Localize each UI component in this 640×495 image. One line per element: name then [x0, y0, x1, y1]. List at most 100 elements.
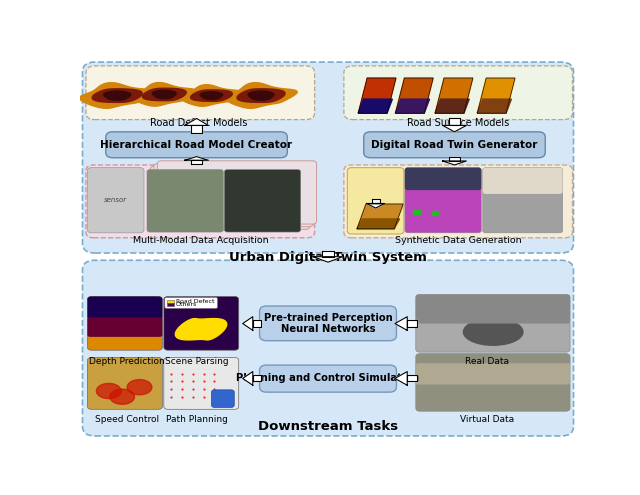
Text: sensor: sensor	[104, 198, 127, 203]
FancyBboxPatch shape	[106, 132, 287, 158]
Polygon shape	[395, 317, 407, 330]
Polygon shape	[372, 198, 380, 203]
FancyBboxPatch shape	[225, 170, 301, 232]
Polygon shape	[191, 90, 232, 101]
Text: Real Data: Real Data	[465, 357, 509, 366]
Polygon shape	[477, 99, 511, 113]
Polygon shape	[477, 78, 515, 113]
Text: Road Defect Models: Road Defect Models	[150, 118, 248, 128]
FancyBboxPatch shape	[88, 168, 144, 233]
Text: Depth Prediction: Depth Prediction	[89, 357, 165, 366]
FancyBboxPatch shape	[86, 165, 315, 238]
FancyBboxPatch shape	[344, 66, 573, 120]
FancyBboxPatch shape	[86, 66, 315, 120]
Polygon shape	[104, 91, 131, 100]
Polygon shape	[253, 375, 261, 382]
Polygon shape	[243, 372, 253, 385]
Text: Multi-Modal Data Acquisition: Multi-Modal Data Acquisition	[132, 236, 268, 245]
Text: Road Defect: Road Defect	[176, 298, 214, 303]
Polygon shape	[367, 203, 385, 208]
Polygon shape	[357, 219, 399, 229]
FancyBboxPatch shape	[405, 168, 481, 190]
FancyBboxPatch shape	[147, 170, 223, 232]
Polygon shape	[432, 211, 438, 215]
FancyBboxPatch shape	[260, 306, 396, 341]
Text: Scene Parsing: Scene Parsing	[164, 357, 228, 366]
Polygon shape	[175, 319, 227, 340]
Polygon shape	[200, 92, 223, 99]
Polygon shape	[443, 125, 467, 132]
FancyBboxPatch shape	[154, 163, 313, 227]
Polygon shape	[449, 118, 460, 125]
FancyBboxPatch shape	[483, 168, 563, 194]
FancyBboxPatch shape	[88, 297, 163, 350]
FancyBboxPatch shape	[416, 353, 570, 411]
FancyBboxPatch shape	[416, 295, 570, 324]
Text: Hierarchical Road Model Creator: Hierarchical Road Model Creator	[100, 140, 292, 150]
Polygon shape	[253, 320, 261, 327]
Polygon shape	[243, 317, 253, 330]
FancyBboxPatch shape	[157, 161, 317, 224]
FancyBboxPatch shape	[483, 168, 563, 233]
Text: Pre-trained Perception
Neural Networks: Pre-trained Perception Neural Networks	[264, 313, 392, 334]
Text: Downstream Tasks: Downstream Tasks	[258, 420, 398, 433]
Text: Planning and Control Simulation: Planning and Control Simulation	[236, 373, 420, 384]
Text: Digital Road Twin Generator: Digital Road Twin Generator	[371, 140, 538, 150]
Text: Others: Others	[176, 302, 197, 307]
Text: Road Surface Models: Road Surface Models	[407, 118, 509, 128]
FancyBboxPatch shape	[164, 297, 239, 350]
Polygon shape	[358, 99, 392, 113]
Polygon shape	[321, 251, 335, 257]
FancyBboxPatch shape	[344, 165, 573, 238]
Polygon shape	[185, 156, 209, 160]
Text: Urban Digital Twin System: Urban Digital Twin System	[229, 251, 427, 264]
Polygon shape	[92, 89, 142, 102]
Polygon shape	[185, 118, 209, 125]
FancyBboxPatch shape	[416, 363, 570, 385]
Polygon shape	[248, 91, 274, 100]
FancyBboxPatch shape	[88, 357, 163, 409]
Text: Virtual Data: Virtual Data	[460, 415, 514, 424]
Polygon shape	[237, 89, 285, 102]
Polygon shape	[357, 204, 403, 229]
Bar	[167, 303, 174, 306]
FancyBboxPatch shape	[416, 295, 570, 352]
Polygon shape	[435, 78, 473, 113]
Polygon shape	[191, 125, 202, 133]
Polygon shape	[407, 320, 417, 327]
FancyBboxPatch shape	[348, 168, 404, 234]
Polygon shape	[396, 78, 433, 113]
Polygon shape	[449, 156, 460, 161]
Polygon shape	[358, 78, 396, 113]
FancyBboxPatch shape	[88, 317, 163, 337]
Polygon shape	[127, 380, 152, 395]
Polygon shape	[152, 90, 176, 99]
Text: Path Planning: Path Planning	[166, 415, 227, 424]
FancyBboxPatch shape	[164, 357, 239, 409]
Polygon shape	[396, 99, 429, 113]
Polygon shape	[407, 375, 417, 382]
Polygon shape	[180, 85, 243, 106]
Polygon shape	[435, 99, 469, 113]
Polygon shape	[131, 83, 197, 106]
FancyBboxPatch shape	[364, 132, 545, 158]
Text: Speed Control: Speed Control	[95, 415, 159, 424]
Polygon shape	[225, 83, 297, 108]
Polygon shape	[110, 389, 134, 404]
Polygon shape	[463, 319, 523, 345]
Text: Synthetic Data Generation: Synthetic Data Generation	[395, 236, 521, 245]
FancyBboxPatch shape	[405, 168, 481, 233]
Polygon shape	[313, 257, 343, 262]
Polygon shape	[191, 160, 202, 164]
Polygon shape	[413, 210, 420, 214]
Polygon shape	[443, 161, 467, 165]
FancyBboxPatch shape	[83, 62, 573, 253]
Polygon shape	[142, 88, 186, 100]
Bar	[167, 299, 174, 302]
FancyBboxPatch shape	[211, 390, 234, 407]
Polygon shape	[395, 372, 407, 385]
FancyBboxPatch shape	[260, 365, 396, 392]
FancyBboxPatch shape	[88, 297, 163, 320]
FancyBboxPatch shape	[83, 260, 573, 436]
Polygon shape	[97, 384, 121, 398]
